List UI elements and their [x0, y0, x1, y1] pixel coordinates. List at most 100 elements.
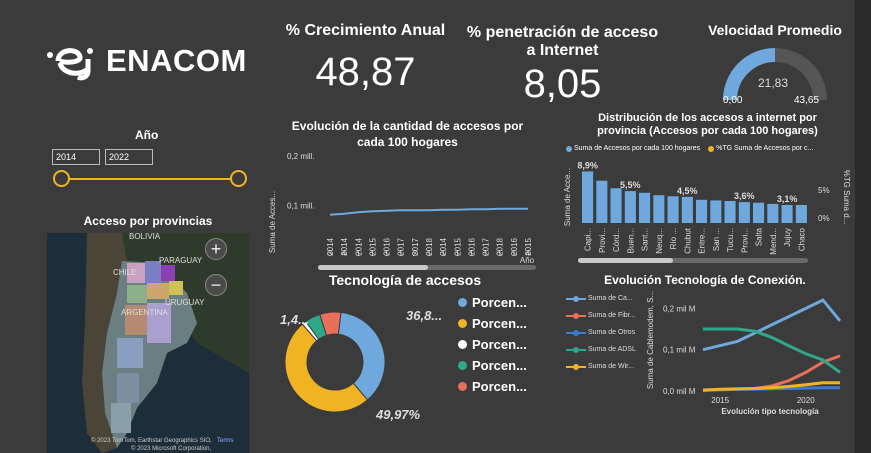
donut-legend-item: Porcen...	[458, 355, 527, 376]
donut-label-white: 1,4...	[280, 312, 309, 327]
provincia-bar	[795, 205, 807, 223]
provincia-x-tick: Provi...	[740, 228, 749, 253]
tecnologia-legend-label: Suma de Wir...	[588, 363, 634, 370]
accesos-x-tick: 2014	[340, 237, 349, 255]
crecimiento-value: 48,87	[315, 50, 416, 94]
donut-legend-label: Porcen...	[472, 358, 527, 373]
province-shape	[127, 263, 145, 283]
gauge-value: 21,83	[758, 76, 788, 90]
donut-slice	[284, 323, 369, 413]
accesos-x-tick: 2015	[453, 237, 462, 255]
province-shape	[169, 281, 183, 295]
provincia-bar-label: 3,6%	[734, 191, 755, 201]
provincia-bar	[724, 201, 736, 223]
slicer-to-input[interactable]: 2022	[105, 149, 153, 165]
tecnologia-legend-label: Suma de Otros	[588, 329, 636, 336]
provincia-bar	[582, 171, 594, 223]
enacom-logo-text: ENACOM	[106, 43, 247, 78]
accesos-x-subtick: 2	[413, 249, 418, 258]
velocidad-title: Velocidad Promedio	[708, 22, 842, 38]
map-label-chile: CHILE	[113, 268, 137, 277]
tecnologia-y-tick: 0,2 mil M	[663, 304, 696, 313]
accesos-x-tick: 2014	[439, 237, 448, 255]
accesos-x-tick: 2016	[510, 237, 519, 255]
tecnologia-legend-item: Suma de Ca...	[566, 290, 636, 307]
accesos-x-subtick: 4	[342, 249, 347, 258]
accesos-x-subtick: 1	[398, 249, 403, 258]
provincias-scrollbar-thumb[interactable]	[578, 258, 673, 263]
penetracion-title-line2: a Internet	[526, 42, 599, 59]
provincias-y2-label: %TG Suma d...	[842, 170, 851, 225]
tecnologia-legend-item: Suma de Otros	[566, 324, 636, 341]
province-shape	[125, 305, 147, 335]
province-shape	[145, 261, 161, 283]
donut-slice	[337, 311, 386, 401]
provincia-bar	[767, 203, 779, 223]
slicer-from-input[interactable]: 2014	[52, 149, 100, 165]
accesos-y-tick: 0,2 mill.	[287, 152, 315, 161]
donut-legend-label: Porcen...	[472, 379, 527, 394]
velocidad-gauge: 21,83	[723, 48, 827, 101]
tecnologia-line-chart: Suma de Cablemodem, S... Evolución tipo …	[646, 291, 842, 416]
accesos-x-subtick: 1	[441, 249, 446, 258]
provincia-bar-label: 4,5%	[677, 186, 698, 196]
page-scrollbar[interactable]	[855, 0, 871, 453]
provincias-y2-tick-top: 5%	[818, 186, 830, 195]
province-shape	[111, 403, 131, 433]
provincia-x-tick: Mend...	[769, 228, 778, 255]
slicer-title: Año	[135, 128, 159, 142]
penetracion-title-line1: % penetración de acceso	[466, 24, 659, 41]
accesos-scrollbar-thumb[interactable]	[318, 265, 428, 270]
penetracion-value: 8,05	[523, 62, 602, 106]
slicer-handle-start[interactable]	[53, 170, 70, 187]
province-shape	[117, 338, 143, 368]
provincia-bar	[738, 202, 750, 223]
bar-legend-label-1: Suma de Accesos por cada 100 hogares	[574, 145, 701, 152]
accesos-x-subtick: 1	[455, 249, 460, 258]
legend-dot-icon	[458, 382, 467, 391]
accesos-x-subtick: 4	[526, 249, 531, 258]
enacom-logo-mark	[47, 48, 93, 81]
donut-legend-item: Porcen...	[458, 292, 527, 313]
provincia-x-tick: Capi...	[584, 228, 593, 251]
tecnologia-legend-item: Suma de Wir...	[566, 358, 636, 375]
bar-chart-title-1: Distribución de los accesos a internet p…	[598, 112, 817, 124]
provincias-scrollbar-track[interactable]	[578, 258, 808, 263]
accesos-x-subtick: 3	[328, 249, 333, 258]
accesos-x-subtick: 1	[469, 249, 474, 258]
provincia-x-tick: San ...	[712, 228, 721, 251]
accesos-x-tick: 2015	[368, 237, 377, 255]
accesos-series-line	[329, 207, 528, 216]
provincia-x-tick: Córd...	[612, 228, 621, 252]
accesos-x-label: Año	[520, 256, 535, 265]
tecnologia-legend-label: Suma de Fibr...	[588, 312, 636, 319]
accesos-x-tick: 2017	[397, 237, 406, 255]
donut-title: Tecnología de accesos	[328, 272, 482, 288]
legend-line-icon	[566, 312, 586, 319]
province-shape	[127, 285, 147, 303]
provincia-bar	[639, 192, 651, 223]
zoom-in-button[interactable]: +	[205, 238, 227, 260]
accesos-x-subtick: 1	[384, 249, 389, 258]
donut-legend-label: Porcen...	[472, 337, 527, 352]
zoom-out-button[interactable]: −	[205, 274, 227, 296]
accesos-x-tick: 2017	[411, 237, 420, 255]
provincia-bar	[696, 199, 708, 223]
legend-dot-icon	[458, 340, 467, 349]
province-map[interactable]: BOLIVIA PARAGUAY CHILE URUGUAY ARGENTINA…	[47, 233, 249, 453]
provincia-x-tick: Chaco	[797, 227, 806, 251]
accesos-x-tick: 2018	[496, 237, 505, 255]
slicer-handle-end[interactable]	[230, 170, 247, 187]
tecnologia-legend: Suma de Ca... Suma de Fibr... Suma de Otro…	[566, 290, 636, 375]
provincia-x-tick: Tucu...	[726, 228, 735, 252]
gauge-min: 0,00	[723, 95, 743, 106]
accesos-x-subtick: 1	[427, 249, 432, 258]
provincia-bar	[667, 196, 679, 223]
accesos-x-tick: 2017	[482, 237, 491, 255]
provincia-bar-label: 8,9%	[577, 160, 598, 170]
provincia-bar	[624, 191, 636, 223]
accesos-x-tick: 2014	[326, 237, 335, 255]
bar-chart-title-2: provincia (Accesos por cada 100 hogares)	[597, 125, 818, 137]
tecnologia-series-line	[702, 381, 840, 392]
legend-dot-icon	[458, 361, 467, 370]
